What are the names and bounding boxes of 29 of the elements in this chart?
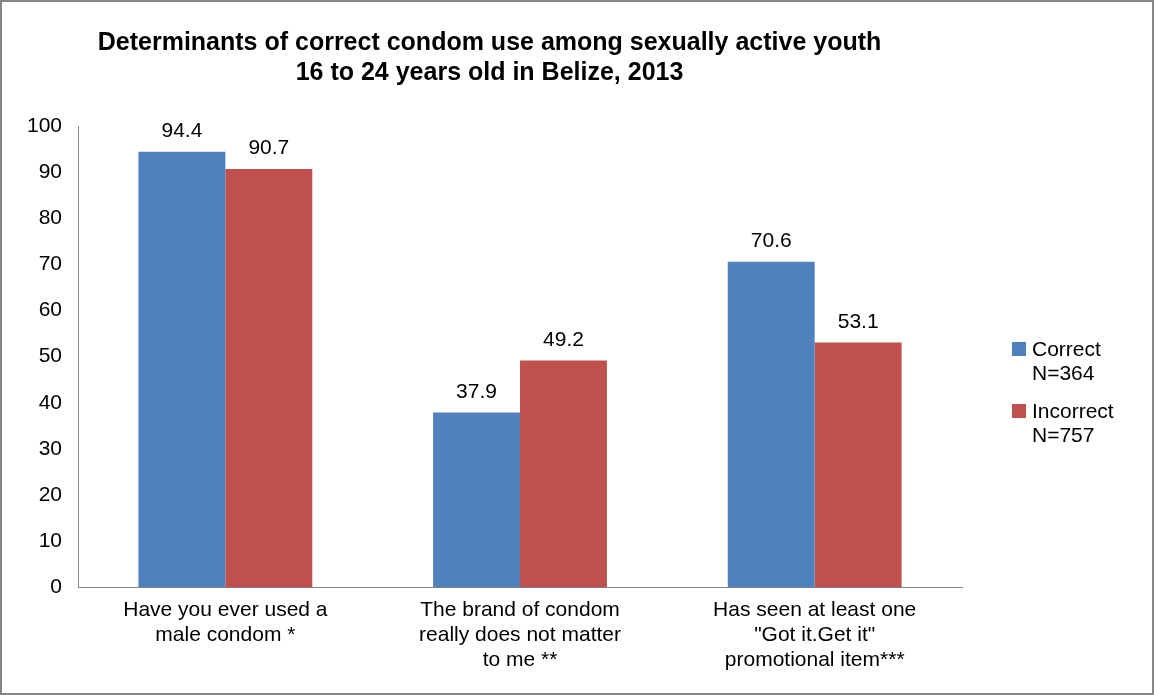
y-tick-label: 20 xyxy=(38,481,63,505)
bar xyxy=(727,261,815,588)
x-tick-label: The brand of condom really does not matter to me ** xyxy=(419,596,621,671)
x-tick-label: Have you ever used a male condom * xyxy=(123,596,328,645)
data-label: 49.2 xyxy=(543,326,584,350)
y-tick-label: 10 xyxy=(38,528,63,552)
data-label: 94.4 xyxy=(161,118,203,142)
bar xyxy=(520,360,607,588)
data-label: 37.9 xyxy=(456,378,497,402)
y-tick-label: 30 xyxy=(38,435,63,459)
bar xyxy=(138,151,226,588)
x-tick-label: Has seen at least one "Got it.Get it" promotional item*** xyxy=(713,596,917,671)
y-tick-label: 80 xyxy=(38,205,63,229)
data-label: 70.6 xyxy=(750,227,792,251)
y-tick-label: 0 xyxy=(50,574,63,598)
y-tick-label: 90 xyxy=(38,158,63,182)
y-tick-label: 100 xyxy=(26,112,63,136)
bar xyxy=(225,168,313,588)
data-label: 90.7 xyxy=(248,135,290,159)
legend-label: Correct N=364 xyxy=(1032,337,1102,385)
y-tick-label: 60 xyxy=(38,297,63,321)
y-tick-label: 50 xyxy=(38,343,63,367)
bar xyxy=(433,412,521,588)
bar xyxy=(814,342,902,588)
legend-label: Incorrect N=757 xyxy=(1032,399,1115,447)
y-tick-label: 70 xyxy=(38,251,63,275)
data-label: 53.1 xyxy=(837,308,879,332)
y-tick-label: 40 xyxy=(38,389,63,413)
chart-title: Determinants of correct condom use among sexually active youth 16 to 24 years old in Belize, 2013 xyxy=(97,26,882,85)
